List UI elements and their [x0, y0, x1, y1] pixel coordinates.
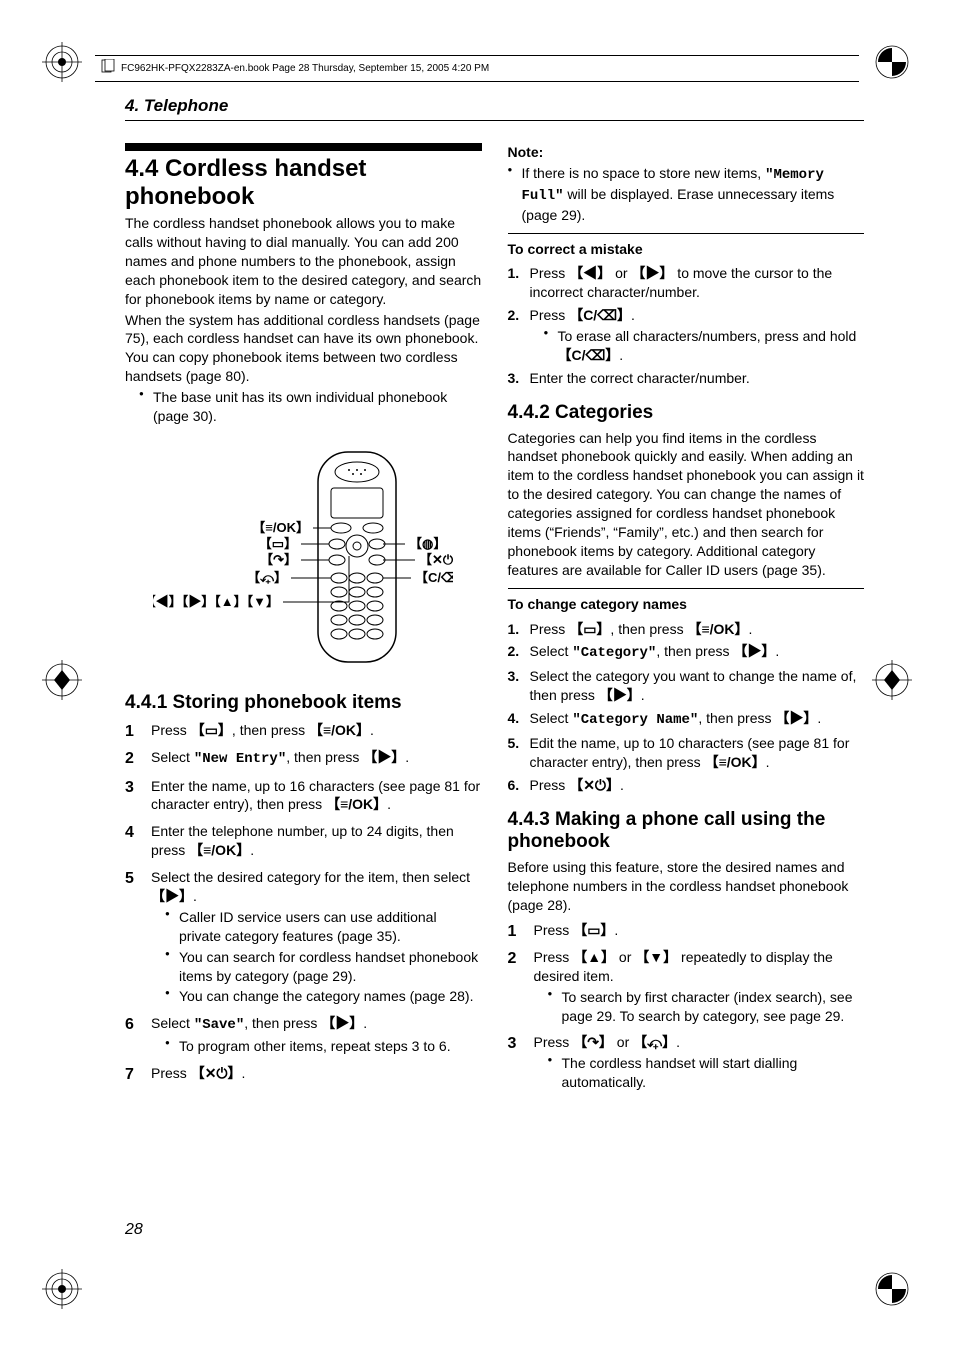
- menu-ok-icon: ≡/OK: [189, 842, 250, 858]
- step: Press ✕⏻.: [508, 776, 865, 795]
- sub-bullet: The cordless handset will start dialling…: [548, 1054, 865, 1092]
- page-icon: [101, 59, 115, 78]
- step: Select "Category Name", then press ▶.: [508, 709, 865, 730]
- svg-text:【◀】【▶】【▲】【▼】: 【◀】【▶】【▲】【▼】: [153, 594, 279, 609]
- book-icon: ▭: [573, 922, 614, 938]
- sub-bullet: To program other items, repeat steps 3 t…: [165, 1037, 482, 1056]
- book-icon: ▭: [191, 722, 232, 738]
- sub-bullet: Caller ID service users can use addition…: [165, 908, 482, 946]
- step: Select the category you want to change t…: [508, 667, 865, 705]
- sub-bullet: You can change the category names (page …: [165, 987, 482, 1006]
- right-icon: ▶: [363, 749, 405, 765]
- right-icon: ▶: [321, 1015, 363, 1031]
- right-icon: ▶: [151, 888, 193, 904]
- svg-text:【▭】: 【▭】: [259, 536, 297, 551]
- step: Enter the name, up to 16 characters (see…: [125, 777, 482, 815]
- step: Press ✕⏻.: [125, 1064, 482, 1083]
- step: Press ↷ or ⤽. The cordless handset will …: [508, 1033, 865, 1092]
- page-number: 28: [125, 1219, 143, 1241]
- right-icon: ▶: [775, 710, 817, 726]
- intro-text: The cordless handset phonebook allows yo…: [125, 214, 482, 308]
- svg-text:【⤽】: 【⤽】: [247, 570, 287, 585]
- step: Press ▭, then press ≡/OK.: [125, 721, 482, 740]
- menu-ok-icon: ≡/OK: [705, 754, 766, 770]
- print-header-text: FC962HK-PFQX2283ZA-en.book Page 28 Thurs…: [121, 62, 489, 76]
- right-icon: ▶: [599, 687, 641, 703]
- step: Enter the telephone number, up to 24 dig…: [125, 822, 482, 860]
- step: Press ▲ or ▼ repeatedly to display the d…: [508, 948, 865, 1026]
- step: Edit the name, up to 10 characters (see …: [508, 734, 865, 772]
- clear-icon: C/⌫: [558, 347, 620, 363]
- step: Select the desired category for the item…: [125, 868, 482, 1006]
- handset-diagram: 【≡/OK】 【▭】 【↷】 【⤽】 【◀】【▶】【▲】【▼】 【◍】 【✕⏻】…: [125, 444, 482, 674]
- svg-text:【C/⌫】: 【C/⌫】: [415, 570, 453, 585]
- step: Select "Save", then press ▶. To program …: [125, 1014, 482, 1056]
- correct-heading: To correct a mistake: [508, 240, 865, 259]
- svg-text:【≡/OK】: 【≡/OK】: [253, 520, 310, 535]
- talk-icon: ↷: [573, 1034, 613, 1050]
- step: Press ▭.: [508, 921, 865, 940]
- note-bullet: If there is no space to store new items,…: [508, 164, 865, 225]
- book-icon: ▭: [569, 621, 610, 637]
- intro-bullet: The base unit has its own individual pho…: [139, 388, 482, 426]
- categories-intro: Categories can help you find items in th…: [508, 429, 865, 580]
- left-icon: ◀: [569, 265, 611, 281]
- subsection-442-title: 4.4.2 Categories: [508, 402, 865, 425]
- right-icon: ▶: [631, 265, 673, 281]
- sub-bullet: To erase all characters/numbers, press a…: [544, 327, 865, 365]
- step: Select "New Entry", then press ▶.: [125, 748, 482, 769]
- step: Press C/⌫. To erase all characters/numbe…: [508, 306, 865, 365]
- catname-heading: To change category names: [508, 595, 865, 614]
- subsection-443-title: 4.4.3 Making a phone call using the phon…: [508, 809, 865, 855]
- call-intro: Before using this feature, store the des…: [508, 858, 865, 915]
- svg-text:【◍】: 【◍】: [409, 536, 446, 551]
- menu-ok-icon: ≡/OK: [309, 722, 370, 738]
- step: Select "Category", then press ▶.: [508, 642, 865, 663]
- up-icon: ▲: [573, 949, 615, 965]
- speaker-icon: ⤽: [633, 1034, 676, 1050]
- step: Press ▭, then press ≡/OK.: [508, 620, 865, 639]
- svg-text:【✕⏻】: 【✕⏻】: [419, 552, 453, 567]
- menu-ok-icon: ≡/OK: [326, 796, 387, 812]
- menu-ok-icon: ≡/OK: [687, 621, 748, 637]
- section-rule: [125, 143, 482, 151]
- step: Enter the correct character/number.: [508, 369, 865, 388]
- clear-icon: C/⌫: [569, 307, 631, 323]
- down-icon: ▼: [635, 949, 677, 965]
- sub-bullet: You can search for cordless handset phon…: [165, 948, 482, 986]
- svg-text:【↷】: 【↷】: [260, 552, 297, 567]
- subsection-441-title: 4.4.1 Storing phonebook items: [125, 692, 482, 715]
- section-title-44: 4.4 Cordless handset phonebook: [125, 155, 482, 210]
- right-icon: ▶: [733, 643, 775, 659]
- print-header: FC962HK-PFQX2283ZA-en.book Page 28 Thurs…: [95, 55, 859, 82]
- off-icon: ✕⏻: [191, 1065, 242, 1081]
- note-label: Note:: [508, 144, 544, 160]
- chapter-title: 4. Telephone: [125, 95, 864, 121]
- step: Press ◀ or ▶ to move the cursor to the i…: [508, 264, 865, 302]
- sub-bullet: To search by first character (index sear…: [548, 988, 865, 1026]
- off-icon: ✕⏻: [569, 777, 620, 793]
- intro-text: When the system has additional cordless …: [125, 311, 482, 387]
